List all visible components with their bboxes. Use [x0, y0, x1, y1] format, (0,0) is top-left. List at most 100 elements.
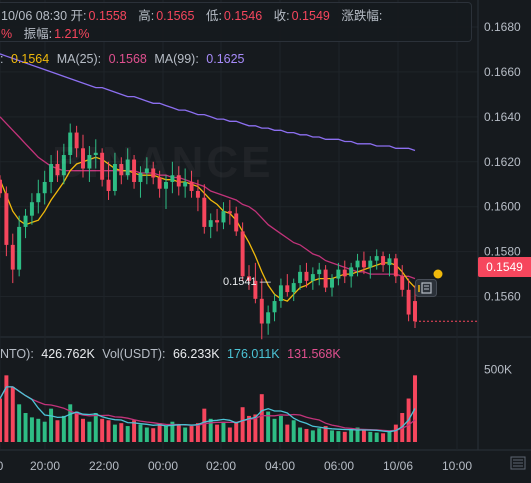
- volume-bar: [381, 433, 386, 442]
- volume-ma1-line: [0, 386, 416, 433]
- candle-body: [195, 190, 200, 198]
- volume-bar: [266, 411, 271, 442]
- volume-bar: [317, 428, 322, 442]
- volume-bar: [336, 431, 341, 442]
- candle-body: [93, 152, 98, 156]
- ma7-value: 0.1564: [10, 52, 50, 66]
- volume-bar: [304, 428, 309, 442]
- low-label: 低:: [205, 9, 222, 23]
- volume-bar: [61, 415, 66, 442]
- volume-bar: [393, 424, 398, 442]
- price-tick-label: 0.1640: [484, 110, 521, 124]
- amplitude-value: 1.21%: [54, 27, 90, 41]
- volume-bar: [368, 431, 373, 442]
- volume-bar: [132, 420, 137, 442]
- volume-ma2-line: [0, 386, 416, 432]
- time-tick-label: 00:00: [148, 459, 178, 473]
- price-tick-label: 0.1680: [484, 20, 521, 34]
- close-value: 0.1549: [291, 9, 330, 23]
- volume-legend: NTO): 426.762K Vol(USDT): 66.233K 176.01…: [0, 347, 345, 361]
- candle-body: [23, 215, 28, 227]
- volume-layer: [0, 375, 417, 442]
- candle-body: [49, 164, 54, 182]
- candle-body: [189, 181, 194, 191]
- volume-bar: [361, 430, 366, 442]
- candle-body: [4, 193, 9, 245]
- volume-bar: [119, 423, 124, 442]
- candle-body: [55, 164, 60, 176]
- volume-bar: [240, 407, 245, 442]
- high-value: 0.1565: [156, 9, 195, 23]
- candle-body: [74, 132, 79, 149]
- volume-bar: [253, 414, 258, 442]
- volume-bar: [176, 424, 181, 442]
- candle-body: [349, 267, 354, 277]
- volume-bar: [100, 418, 105, 442]
- candle-body: [10, 244, 15, 270]
- volume-bar: [278, 415, 283, 442]
- volume-bar: [74, 411, 79, 442]
- ma99-line: [0, 53, 416, 152]
- amplitude-label: 振幅:: [23, 27, 53, 41]
- volume-tick-label: 500K: [484, 363, 512, 377]
- ma99-label: MA(99):: [154, 52, 199, 66]
- low-value: 0.1546: [223, 9, 263, 23]
- volume-bar: [68, 404, 73, 442]
- time-tick-label: 10:00: [442, 459, 472, 473]
- volume-bar: [112, 424, 117, 442]
- candle-datetime: 10/06 08:30: [1, 9, 68, 23]
- volume-bar: [259, 394, 264, 442]
- volume-bar: [221, 421, 226, 442]
- time-tick-label: 22:00: [89, 459, 119, 473]
- volume-bar: [170, 421, 175, 442]
- fullscreen-icon[interactable]: [510, 455, 526, 471]
- candle-body: [330, 278, 334, 288]
- candle-body: [36, 193, 41, 203]
- change-label: 涨跌幅:: [341, 9, 383, 23]
- candle-body: [221, 211, 226, 223]
- time-tick-label: 04:00: [265, 459, 295, 473]
- price-tick-label: 0.1620: [484, 155, 521, 169]
- candle-body: [144, 168, 149, 173]
- candle-body: [151, 168, 156, 178]
- candle-body: [400, 276, 405, 290]
- candle-body: [406, 289, 411, 315]
- candle-body: [170, 175, 175, 182]
- volume-bar: [10, 386, 15, 442]
- chart-grid: [0, 0, 531, 451]
- candle-body: [253, 280, 258, 299]
- candle-body: [132, 159, 137, 182]
- time-tick-label: 10/06: [383, 459, 413, 473]
- volume-bar: [49, 408, 54, 442]
- candle-body: [208, 220, 213, 227]
- volume-bar: [195, 423, 200, 442]
- volume-bar: [151, 428, 156, 442]
- candle-body: [164, 181, 168, 189]
- candle-body: [368, 260, 373, 268]
- candle-body: [29, 202, 34, 216]
- candle-body: [234, 213, 239, 232]
- candle-body: [81, 148, 85, 169]
- candle-body: [285, 285, 290, 293]
- volume-usdt-label: Vol(USDT):: [102, 347, 166, 361]
- candle-body: [381, 256, 386, 266]
- candle-body: [112, 164, 117, 191]
- volume-bar: [355, 427, 360, 442]
- candle-body: [304, 271, 309, 281]
- volume-token-value: 426.762K: [41, 347, 95, 361]
- volume-bar: [125, 426, 130, 442]
- volume-bar: [215, 424, 220, 442]
- candle-body: [125, 159, 130, 176]
- volume-ma2-value: 131.568K: [287, 347, 341, 361]
- time-tick-label: 20:00: [30, 459, 60, 473]
- volume-bar: [374, 432, 379, 442]
- volume-bar: [342, 431, 347, 442]
- ma7-colon: :: [0, 52, 4, 66]
- low-price-marker: 0.1541 —: [223, 276, 271, 288]
- candle-body: [323, 269, 328, 288]
- candle-body: [176, 175, 181, 187]
- volume-bar: [349, 428, 354, 442]
- volume-bar: [55, 420, 60, 442]
- chart-settings-icon[interactable]: [415, 279, 437, 297]
